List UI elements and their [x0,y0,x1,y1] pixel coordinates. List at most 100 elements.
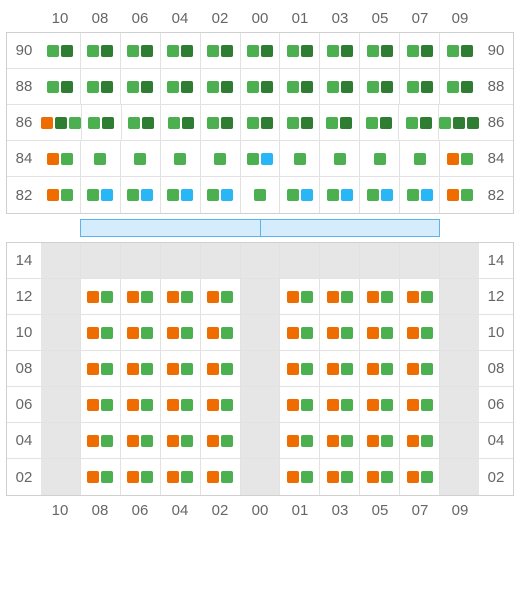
rack-slot[interactable] [120,351,160,386]
rack-slot[interactable] [439,459,479,495]
rack-slot[interactable] [398,105,438,140]
rack-slot[interactable] [279,69,319,104]
rack-slot[interactable] [200,315,240,350]
rack-slot[interactable] [121,105,161,140]
rack-slot[interactable] [439,387,479,422]
rack-slot[interactable] [160,141,200,176]
aisle-bar[interactable] [80,219,440,237]
rack-slot[interactable] [41,315,80,350]
rack-slot[interactable] [80,351,120,386]
rack-slot[interactable] [200,69,240,104]
rack-slot[interactable] [240,243,280,278]
rack-slot[interactable] [41,33,80,68]
rack-slot[interactable] [359,177,399,213]
rack-slot[interactable] [439,243,479,278]
rack-slot[interactable] [279,459,319,495]
rack-slot[interactable] [439,315,479,350]
rack-slot[interactable] [319,33,359,68]
rack-slot[interactable] [120,423,160,458]
rack-slot[interactable] [160,33,200,68]
rack-slot[interactable] [160,243,200,278]
rack-slot[interactable] [279,279,319,314]
rack-slot[interactable] [279,315,319,350]
rack-slot[interactable] [200,33,240,68]
rack-slot[interactable] [41,105,81,140]
rack-slot[interactable] [160,69,200,104]
rack-slot[interactable] [439,141,479,176]
rack-slot[interactable] [41,279,80,314]
rack-slot[interactable] [279,141,319,176]
rack-slot[interactable] [319,141,359,176]
rack-slot[interactable] [160,351,200,386]
rack-slot[interactable] [41,177,80,213]
rack-slot[interactable] [240,177,280,213]
rack-slot[interactable] [279,387,319,422]
rack-slot[interactable] [399,387,439,422]
rack-slot[interactable] [240,105,280,140]
rack-slot[interactable] [200,177,240,213]
rack-slot[interactable] [399,315,439,350]
rack-slot[interactable] [359,243,399,278]
rack-slot[interactable] [120,279,160,314]
rack-slot[interactable] [319,459,359,495]
rack-slot[interactable] [359,423,399,458]
rack-slot[interactable] [319,177,359,213]
rack-slot[interactable] [120,243,160,278]
rack-slot[interactable] [80,177,120,213]
rack-slot[interactable] [160,459,200,495]
rack-slot[interactable] [359,33,399,68]
rack-slot[interactable] [200,459,240,495]
rack-slot[interactable] [359,105,399,140]
rack-slot[interactable] [399,141,439,176]
rack-slot[interactable] [319,243,359,278]
rack-slot[interactable] [160,387,200,422]
rack-slot[interactable] [120,315,160,350]
rack-slot[interactable] [399,177,439,213]
rack-slot[interactable] [279,243,319,278]
rack-slot[interactable] [359,387,399,422]
rack-slot[interactable] [41,459,80,495]
rack-slot[interactable] [80,69,120,104]
rack-slot[interactable] [439,423,479,458]
rack-slot[interactable] [359,315,399,350]
rack-slot[interactable] [240,33,280,68]
rack-slot[interactable] [80,315,120,350]
rack-slot[interactable] [240,423,280,458]
rack-slot[interactable] [359,351,399,386]
rack-slot[interactable] [319,423,359,458]
rack-slot[interactable] [200,105,240,140]
rack-slot[interactable] [240,387,280,422]
rack-slot[interactable] [439,351,479,386]
rack-slot[interactable] [81,105,121,140]
rack-slot[interactable] [399,459,439,495]
rack-slot[interactable] [399,69,439,104]
rack-slot[interactable] [279,177,319,213]
rack-slot[interactable] [240,69,280,104]
rack-slot[interactable] [319,315,359,350]
rack-slot[interactable] [160,279,200,314]
rack-slot[interactable] [200,279,240,314]
rack-slot[interactable] [120,459,160,495]
rack-slot[interactable] [120,69,160,104]
rack-slot[interactable] [160,177,200,213]
rack-slot[interactable] [438,105,479,140]
rack-slot[interactable] [120,33,160,68]
rack-slot[interactable] [439,69,479,104]
rack-slot[interactable] [80,33,120,68]
rack-slot[interactable] [41,69,80,104]
rack-slot[interactable] [41,351,80,386]
rack-slot[interactable] [399,33,439,68]
rack-slot[interactable] [439,279,479,314]
rack-slot[interactable] [41,243,80,278]
rack-slot[interactable] [200,387,240,422]
rack-slot[interactable] [80,141,120,176]
rack-slot[interactable] [80,243,120,278]
rack-slot[interactable] [319,105,359,140]
rack-slot[interactable] [319,69,359,104]
rack-slot[interactable] [41,387,80,422]
rack-slot[interactable] [240,351,280,386]
rack-slot[interactable] [399,243,439,278]
rack-slot[interactable] [200,423,240,458]
rack-slot[interactable] [240,315,280,350]
rack-slot[interactable] [319,387,359,422]
